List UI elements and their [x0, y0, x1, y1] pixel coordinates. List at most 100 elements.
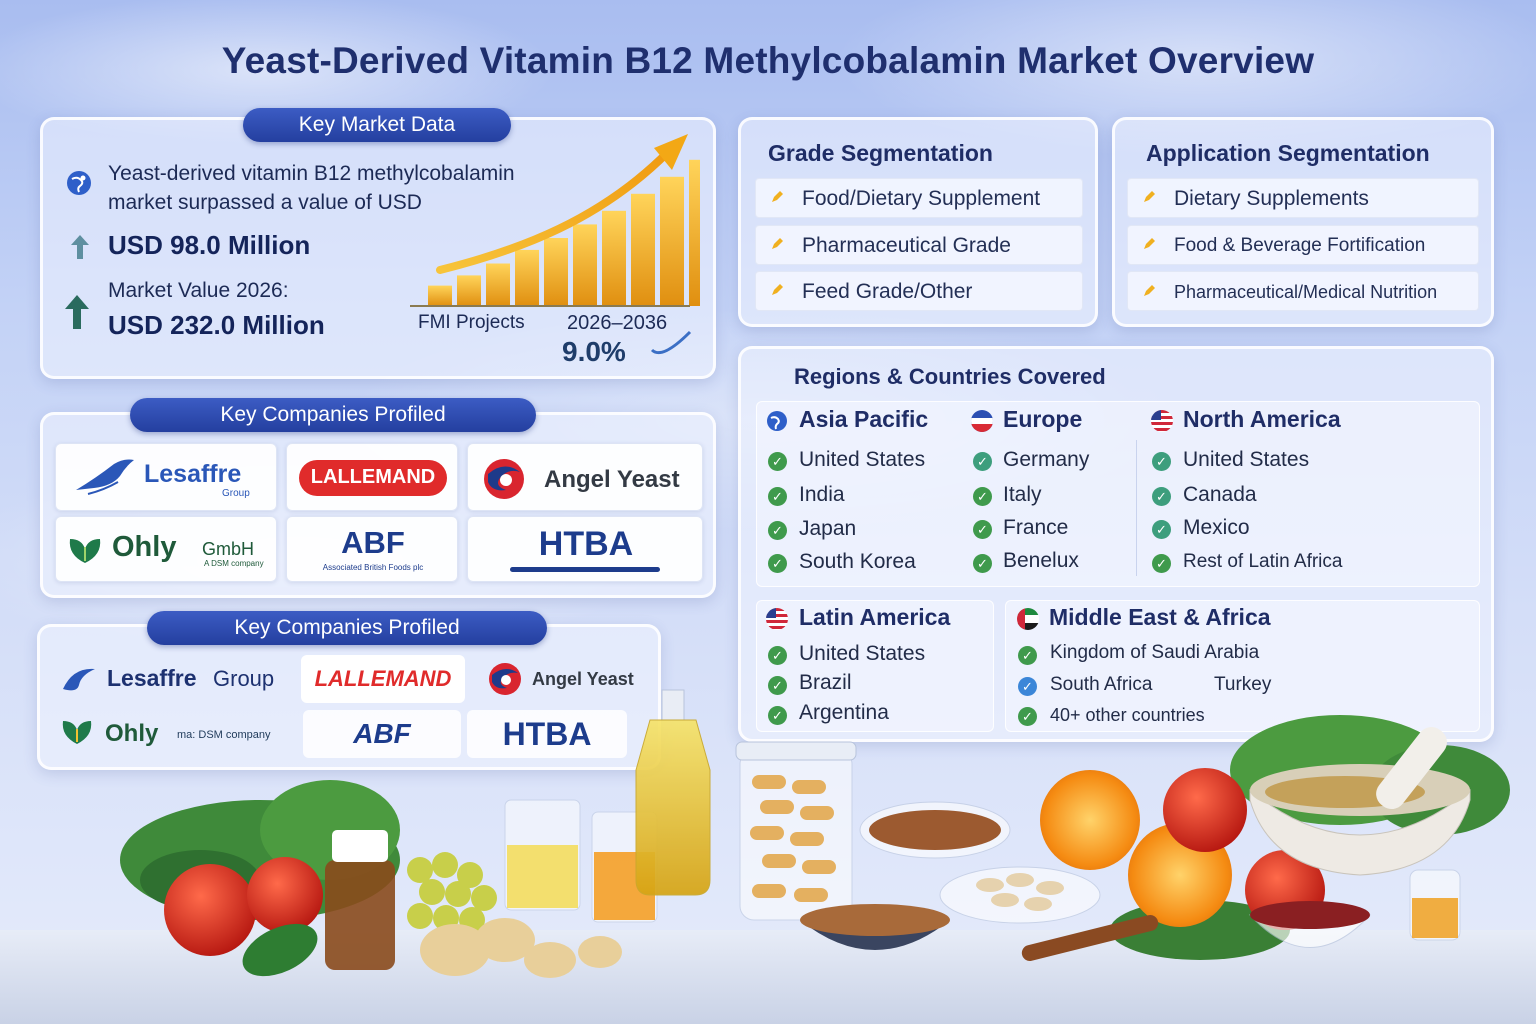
lesaffre-logo-text: Lesaffre	[144, 460, 242, 488]
lesaffre-2-logo-text: Lesaffre	[107, 665, 197, 691]
beakers-decor	[504, 799, 658, 923]
globe-icon	[767, 411, 787, 431]
region-europe: Europe	[1003, 406, 1083, 432]
application-item-2: Food & Beverage Fortification	[1127, 225, 1479, 265]
globe-icon	[66, 170, 92, 196]
logo-angel-yeast-2: Angel Yeast	[480, 655, 650, 703]
ohly-logo-text: Ohly	[112, 531, 177, 563]
ohly-2-logo-sub: ma: DSM company	[177, 729, 271, 741]
capsule-jar-decor	[735, 741, 857, 921]
food-ingredients-illustration	[0, 689, 1536, 1024]
country-na-4: Rest of Latin Africa	[1183, 551, 1343, 572]
region-latin-america: Latin America	[799, 604, 951, 630]
country-mea-3: Turkey	[1214, 674, 1272, 695]
check-icon: ✓	[1018, 707, 1037, 726]
country-asia-4: South Korea	[799, 550, 916, 573]
regions-divider	[1136, 440, 1137, 576]
growth-bar	[544, 238, 568, 306]
logo-abf-2: ABF	[303, 710, 461, 758]
yeast-cakes-decor	[420, 918, 622, 978]
country-mea-1: Kingdom of Saudi Arabia	[1050, 642, 1260, 663]
country-mea-4: 40+ other countries	[1050, 705, 1205, 725]
tomato-decor	[1163, 768, 1247, 852]
abf-logo-sub: Associated British Foods plc	[322, 563, 424, 572]
check-icon: ✓	[768, 706, 787, 725]
mea-box	[1005, 600, 1480, 732]
country-na-3: Mexico	[1183, 516, 1250, 539]
angel-2-swirl-icon	[489, 663, 521, 695]
growth-bar	[602, 210, 626, 306]
growth-bar	[486, 263, 510, 306]
application-segmentation-header: Application Segmentation	[1146, 140, 1430, 166]
flag-mea-icon	[1017, 608, 1039, 630]
growth-bar-chart	[410, 134, 700, 307]
grade-segmentation-header: Grade Segmentation	[768, 140, 993, 166]
check-icon: ✓	[1152, 452, 1171, 471]
ohly-2-logo-text: Ohly	[105, 720, 159, 747]
spice-bowl-decor	[800, 801, 1011, 950]
pencil-bullet-icon	[1144, 191, 1155, 203]
country-na-2: Canada	[1183, 483, 1257, 506]
check-swoosh-icon	[650, 330, 692, 360]
arrow-up-large-icon	[64, 294, 90, 330]
application-item-1: Dietary Supplements	[1127, 178, 1479, 218]
logo-lesaffre-2: Lesaffre Group	[55, 655, 287, 703]
country-asia-1: United States	[799, 448, 926, 471]
ohly-leaf-icon	[69, 539, 101, 563]
lallemand-logo-badge	[299, 460, 447, 496]
oil-bottle-decor	[635, 689, 711, 896]
htba-underline	[510, 567, 660, 572]
flag-europe-icon	[971, 410, 993, 432]
grade-item-3: Feed Grade/Other	[755, 271, 1083, 311]
flag-us-icon	[1151, 410, 1173, 432]
country-mea-2: South Africa	[1050, 674, 1153, 695]
check-icon: ✓	[768, 676, 787, 695]
ohly-logo-suffix: GmbH	[202, 539, 255, 559]
application-item-3: Pharmaceutical/Medical Nutrition	[1127, 271, 1479, 311]
logo-card-ohly: Ohly GmbH A DSM company	[55, 516, 277, 582]
check-icon: ✓	[973, 452, 992, 471]
orange-decor	[1040, 770, 1140, 870]
check-icon: ✓	[768, 554, 787, 573]
pencil-bullet-icon	[772, 238, 783, 250]
application-item-1-label: Dietary Supplements	[1174, 187, 1369, 210]
check-icon: ✓	[973, 554, 992, 573]
basil-leaf-decor	[242, 923, 318, 977]
country-europe-4: Benelux	[1003, 549, 1079, 572]
pencil-bullet-icon	[772, 284, 783, 296]
htba-logo-text: HTBA	[538, 525, 634, 563]
pencil-bullet-icon	[772, 191, 783, 203]
angel-yeast-logo-text: Angel Yeast	[544, 466, 680, 493]
country-latam-3: Argentina	[799, 701, 889, 724]
abf-logo-text: ABF	[341, 525, 405, 560]
htba-2-logo-text: HTBA	[502, 716, 592, 752]
check-icon: ✓	[973, 487, 992, 506]
page-title: Yeast-Derived Vitamin B12 Methylcobalami…	[221, 40, 1315, 81]
growth-bar	[631, 193, 655, 306]
tomato-decor	[247, 857, 323, 933]
lallemand-2-logo-text: LALLEMAND	[314, 666, 452, 691]
grapes-decor	[407, 852, 497, 933]
lesaffre-logo-sub: Group	[222, 488, 250, 499]
lesaffre-2-logo-suffix: Group	[213, 666, 275, 691]
lesaffre-bird-icon	[76, 459, 134, 495]
check-icon: ✓	[973, 520, 992, 539]
lallemand-logo-text: LALLEMAND	[310, 466, 436, 488]
region-mea: Middle East & Africa	[1049, 604, 1271, 630]
market-value-2026-label: Market Value 2026:	[108, 279, 289, 302]
cagr-value: 9.0%	[562, 336, 626, 367]
country-latam-1: United States	[799, 642, 926, 665]
country-asia-3: Japan	[799, 517, 857, 540]
nuts-bowl-decor	[939, 866, 1101, 924]
check-icon: ✓	[1152, 554, 1171, 573]
forecast-period: 2026–2036	[567, 312, 668, 334]
growth-bar	[428, 285, 452, 306]
grade-item-1-label: Food/Dietary Supplement	[802, 187, 1041, 210]
key-companies-header-2: Key Companies Profiled	[147, 611, 547, 645]
key-market-data-header: Key Market Data	[243, 108, 511, 142]
logo-lallemand-2: LALLEMAND	[301, 655, 465, 703]
pencil-bullet-icon	[1144, 285, 1155, 297]
beans-bowl-decor	[1248, 901, 1372, 948]
country-latam-2: Brazil	[799, 671, 852, 694]
regions-top-box	[756, 401, 1480, 587]
